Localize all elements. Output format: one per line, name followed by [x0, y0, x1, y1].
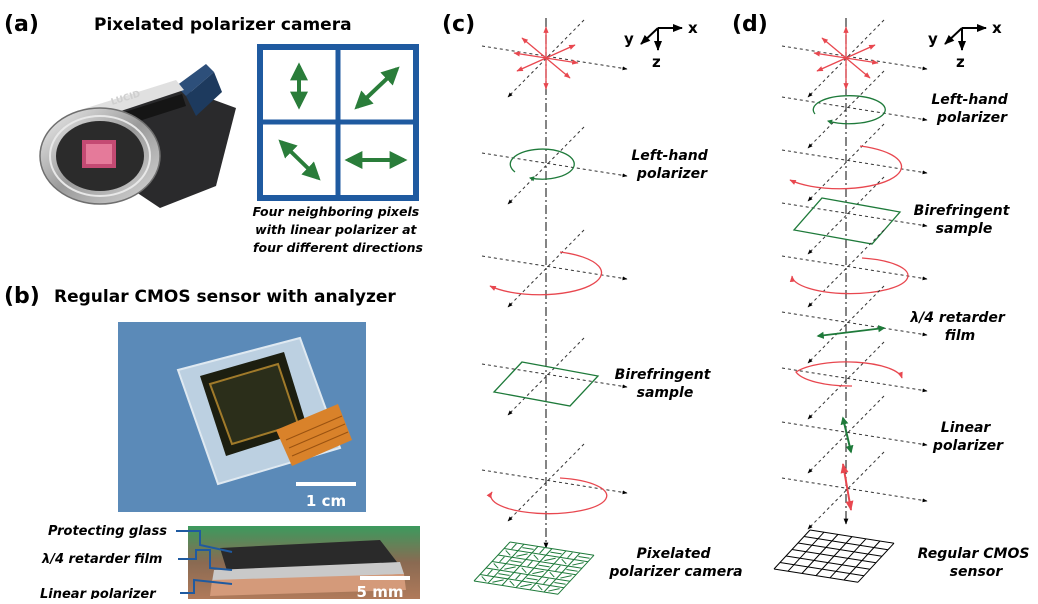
elliptical-wave-d	[781, 229, 928, 308]
linear-wave-d	[781, 341, 928, 420]
panel-b: (b) Regular CMOS sensor with analyzer 1 …	[4, 284, 420, 602]
svg-text:x: x	[688, 19, 698, 37]
stack-scale-bar: 5 mm	[357, 583, 404, 599]
output-wave-d	[781, 451, 928, 530]
source-d	[781, 19, 928, 98]
stack-photo: 5 mm	[188, 526, 420, 601]
label-linear-d: Linear polarizer	[932, 420, 1004, 454]
stack-label-retarder: λ/4 retarder film	[41, 552, 162, 567]
label-birefringent-d: Birefringent sample	[914, 203, 1015, 237]
retarder-film-d	[781, 285, 928, 364]
panel-a-label: (a)	[4, 12, 39, 37]
panel-c-label: (c)	[442, 12, 475, 37]
panel-d: (d) x y z	[732, 12, 1035, 583]
elliptical-wave-c	[481, 443, 628, 522]
label-birefringent-c: Birefringent sample	[615, 367, 716, 401]
circular-wave-d	[781, 123, 928, 202]
cmos-sensor-grid	[773, 529, 895, 583]
polarizer-camera-grid	[473, 541, 595, 595]
panel-d-label: (d)	[732, 12, 768, 37]
label-left-hand-c: Left-hand polarizer	[631, 148, 712, 182]
source-c	[481, 19, 628, 98]
coord-axes-d: x y z	[928, 19, 1002, 71]
panel-c: (c) x y z	[442, 12, 743, 595]
panel-b-title: Regular CMOS sensor with analyzer	[54, 287, 396, 307]
linear-polarizer-d	[781, 395, 928, 474]
stack-label-glass: Protecting glass	[48, 524, 167, 539]
pixel-caption: Four neighboring pixels with linear pola…	[252, 204, 423, 255]
panel-a-title: Pixelated polarizer camera	[94, 15, 352, 35]
pixel-arrow-45	[354, 66, 400, 110]
sensor-photo: 1 cm	[118, 322, 366, 512]
label-camera-c: Pixelated polarizer camera	[608, 546, 742, 580]
pixel-grid	[257, 44, 419, 201]
panel-b-label: (b)	[4, 284, 40, 309]
coord-axes-c: x y z	[624, 19, 698, 71]
svg-text:z: z	[652, 53, 661, 71]
svg-text:y: y	[624, 30, 634, 48]
label-left-hand-d: Left-hand polarizer	[931, 92, 1012, 126]
circular-wave-c	[481, 229, 628, 308]
label-sensor-d: Regular CMOS sensor	[918, 546, 1035, 580]
label-retarder-d: λ/4 retarder film	[909, 310, 1009, 344]
svg-text:x: x	[992, 19, 1002, 37]
birefringent-sample-d	[781, 176, 928, 255]
left-hand-polarizer-c	[481, 126, 628, 205]
camera-photo: LUCID	[39, 64, 236, 208]
pixel-arrow-135	[278, 139, 321, 181]
stack-label-polarizer: Linear polarizer	[40, 587, 157, 599]
svg-text:y: y	[928, 30, 938, 48]
birefringent-sample-c	[481, 337, 628, 416]
photo-scale-bar: 1 cm	[306, 492, 346, 510]
panel-a: (a) Pixelated polarizer camera LUCID F	[4, 12, 423, 255]
stack-leader-lines	[176, 530, 233, 594]
left-hand-polarizer-d	[781, 70, 928, 149]
svg-text:z: z	[956, 53, 965, 71]
